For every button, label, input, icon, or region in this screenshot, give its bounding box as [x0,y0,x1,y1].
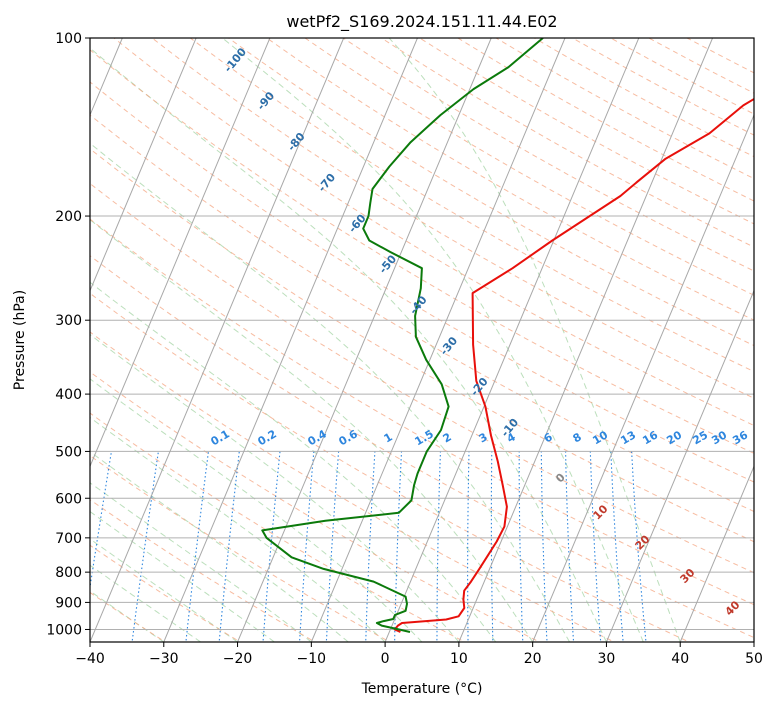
moist-adiabat-line [90,564,201,642]
x-tick-label: −40 [75,651,105,667]
x-tick-label: −10 [297,651,327,667]
dry-adiabat-line [90,81,754,483]
x-tick-label: 30 [598,651,616,667]
dry-adiabat-line [304,38,754,296]
dewpoint-profile-line [261,38,544,633]
moist-adiabat-line [90,538,238,642]
mixing-ratio-line [325,451,340,642]
mixing-ratio-line [490,451,494,642]
mixing-ratio-line [394,451,403,642]
y-axis-title: Pressure (hPa) [12,290,28,390]
dry-adiabat-line [90,114,754,513]
moist-adiabat-line [90,47,607,642]
isotherm-line [605,289,754,642]
x-axis: −40 −30 −20 −10 0 10 20 30 40 50 [75,642,763,667]
y-axis: 100 200 300 400 500 600 700 800 900 1000 [46,31,90,638]
isotherm-line [384,38,640,642]
pressure-gridlines [90,38,754,630]
x-tick-label: 50 [745,651,763,667]
y-tick-label: 100 [55,31,82,47]
y-tick-label: 300 [55,313,82,329]
isotherm-line [310,38,566,642]
y-tick-label: 200 [55,209,82,225]
moist-adiabat-line [90,333,460,642]
x-tick-label: 40 [671,651,689,667]
isotherm-line [90,38,345,642]
y-tick-label: 500 [55,444,82,460]
x-axis-title: Temperature (°C) [361,681,483,697]
x-tick-label: 20 [524,651,542,667]
moist-adiabat-line [388,38,681,642]
y-tick-label: 1000 [46,622,82,638]
dry-adiabat-line [90,455,391,642]
x-tick-label: 0 [381,651,390,667]
isotherm-line [458,38,714,642]
moist-adiabat-line [90,416,386,642]
y-tick-label: 900 [55,595,82,611]
moist-adiabat-line [90,219,534,642]
y-tick-label: 600 [55,491,82,507]
isotherm-line [90,38,197,292]
mixing-ratio-line [299,451,315,642]
dry-adiabat-line [189,38,754,373]
isotherm-line [163,38,418,642]
isotherm-line [679,465,754,642]
plot-frame [89,37,755,643]
mixing-ratio-line [467,451,470,642]
temperature-profile-line [393,97,754,633]
moist-adiabat-line [222,38,644,642]
dry-adiabat-line [90,218,754,606]
dry-adiabat-line [90,292,691,642]
isotherm-line [237,38,492,642]
isotherm-line [90,38,271,468]
moist-adiabat-line [90,511,275,642]
y-tick-label: 400 [55,387,82,403]
moist-adiabat-line [90,590,165,642]
mixing-ratio-lines [90,451,647,642]
mixing-ratio-line [518,451,524,642]
mixing-ratio-line [540,451,548,642]
moist-adiabat-line [90,142,571,642]
y-tick-label: 700 [55,531,82,547]
dry-adiabat-line [90,148,754,543]
mixing-ratio-line [565,451,575,642]
chart-title: wetPf2_S169.2024.151.11.44.E02 [286,12,557,32]
isotherm-line [532,113,754,642]
mixing-ratio-line [365,451,376,642]
dry-adiabat-line [113,38,754,427]
skewed-isotherms [90,38,754,642]
mixing-ratio-line [589,451,602,642]
x-tick-label: 10 [450,651,468,667]
profile-lines [261,38,754,633]
x-tick-label: −20 [223,651,253,667]
y-tick-label: 800 [55,565,82,581]
mixing-ratio-line [610,451,624,642]
x-tick-label: −30 [149,651,179,667]
mixing-ratio-line [436,451,441,642]
moist-adiabat-line [90,378,423,642]
dry-adiabat-line [265,38,754,321]
